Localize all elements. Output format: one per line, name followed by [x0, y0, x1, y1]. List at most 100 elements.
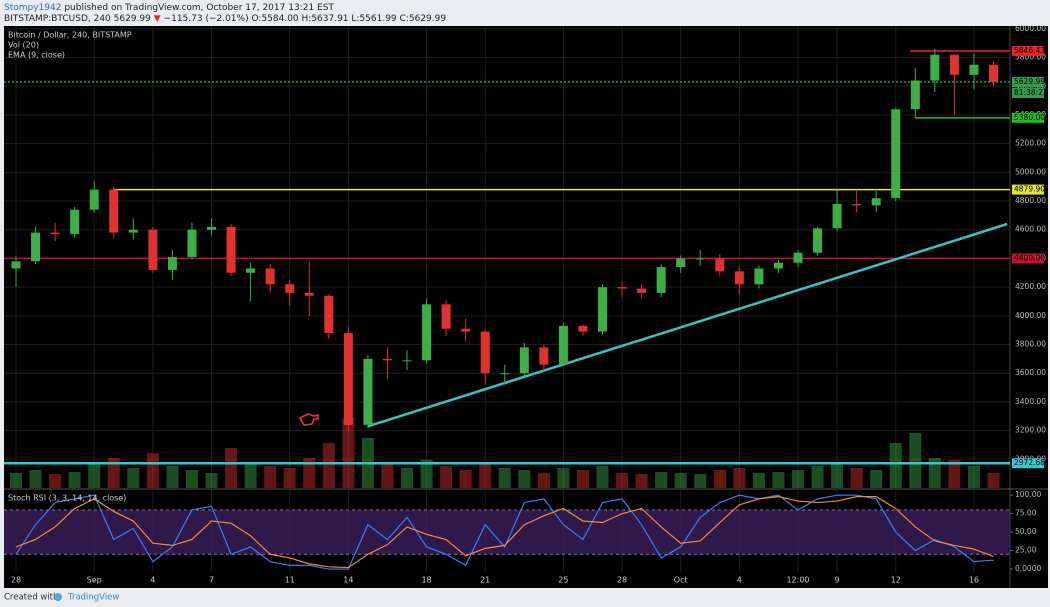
countdown-tag	[1012, 87, 1044, 98]
x-tick-label: 7	[209, 576, 214, 585]
volume-bar	[792, 470, 804, 488]
level-label: 5380.00	[1014, 113, 1045, 122]
volume-bar	[967, 466, 980, 488]
candle-body	[461, 328, 471, 332]
volume-bar	[459, 470, 472, 488]
x-tick-label: 16	[969, 576, 979, 585]
plot: 28Sep47111418212528Oct412:00912163000.00…	[4, 24, 1048, 588]
volume-bar	[244, 463, 257, 488]
candle-body	[500, 373, 510, 375]
candle-body	[598, 287, 607, 332]
volume-bar	[49, 474, 62, 488]
osc-tick-label: 25.00	[1015, 546, 1037, 555]
y-tick-label: 3400.00	[1015, 397, 1046, 406]
y-tick-label: 4800.00	[1015, 196, 1046, 205]
candle-body	[793, 252, 803, 263]
level-label: 4879.90	[1014, 185, 1045, 194]
candle-body	[813, 228, 823, 253]
candle-body	[265, 268, 275, 285]
volume-bar	[850, 468, 863, 488]
x-tick-label: 14	[343, 576, 353, 585]
x-tick-label: 28	[617, 576, 627, 585]
candle-body	[558, 325, 568, 365]
candle-body	[11, 261, 21, 269]
osc-tick-label: 50.00	[1015, 527, 1037, 536]
footer-created: Created with	[4, 593, 58, 603]
volume-bar	[713, 470, 726, 488]
candle-body	[852, 203, 862, 206]
candle-body	[382, 358, 392, 361]
volume-bar	[870, 470, 883, 488]
volume-bar	[498, 468, 511, 488]
candle-body	[31, 232, 41, 262]
candle-body	[246, 268, 256, 273]
candle-body	[70, 209, 80, 235]
candle-body	[343, 333, 353, 425]
volume-bar	[987, 473, 1000, 488]
candle-body	[441, 304, 451, 329]
candle-body	[519, 347, 529, 374]
candle-body	[734, 271, 744, 285]
volume-bar	[127, 468, 140, 488]
volume-bar	[381, 463, 394, 488]
volume-bar	[401, 468, 413, 488]
trendline	[367, 222, 1008, 428]
y-tick-label: 5000.00	[1015, 167, 1046, 176]
indicator-label: EMA (9, close)	[8, 51, 65, 60]
volume-bar	[772, 472, 785, 488]
level-tag	[1012, 112, 1044, 123]
y-tick-label: 4200.00	[1015, 282, 1046, 291]
change-arrow: ▼	[154, 14, 161, 24]
ohlc: O:5584.00 H:5637.91 L:5561.99 C:5629.99	[251, 14, 446, 24]
y-tick-label: 3600.00	[1015, 368, 1046, 377]
x-tick-label: Oct	[674, 576, 688, 585]
volume-bar	[537, 473, 550, 488]
candle-body	[989, 64, 998, 82]
x-tick-label: 11	[285, 576, 295, 585]
y-tick-label: 5200.00	[1015, 139, 1046, 148]
osc-tick-label: 100.00	[1015, 490, 1041, 499]
volume-bar	[225, 448, 238, 488]
y-tick-label: 6000.00	[1015, 24, 1046, 33]
volume-bar	[928, 458, 941, 488]
candle-body	[676, 258, 686, 268]
y-tick-label: 3800.00	[1015, 340, 1046, 349]
osc-tick-label: 0.0000	[1015, 564, 1041, 573]
volume-bar	[107, 458, 120, 488]
candle-body	[832, 203, 842, 229]
level-label: 4400.00	[1014, 253, 1045, 262]
level-tag	[1012, 253, 1044, 264]
pointer-icon	[298, 413, 319, 426]
osc-line	[15, 496, 994, 569]
volume-bar	[205, 473, 218, 488]
level-label: 2972.68	[1014, 458, 1045, 467]
candle-body	[695, 258, 705, 260]
candle-body	[773, 262, 783, 269]
level-label: 5846.43	[1014, 46, 1045, 55]
footer-brand[interactable]: TradingView	[67, 593, 119, 603]
brand-logo	[54, 593, 62, 601]
volume-bar	[88, 463, 101, 488]
candle-body	[187, 229, 197, 257]
candle-body	[656, 267, 666, 293]
author[interactable]: Stompy1942	[4, 3, 61, 13]
countdown: 81:38:23	[1014, 88, 1048, 97]
published: published on TradingView.com, October 17…	[64, 3, 334, 13]
last-price: 5629.99	[114, 14, 151, 24]
volume-bar	[752, 473, 765, 488]
candle-body	[617, 287, 627, 289]
volume-bar	[440, 466, 453, 488]
volume-bar	[655, 472, 668, 488]
volume-bar	[185, 470, 198, 488]
y-tick-label: 4000.00	[1015, 311, 1046, 320]
volume-bar	[733, 468, 746, 488]
candle-body	[148, 229, 158, 270]
volume-bar	[576, 470, 589, 488]
level-tag	[1012, 458, 1044, 469]
x-tick-label: 4	[737, 576, 742, 585]
volume-bar	[283, 468, 296, 488]
volume-bar	[518, 470, 531, 488]
candle-body	[89, 189, 99, 210]
volume-bar	[322, 443, 335, 488]
